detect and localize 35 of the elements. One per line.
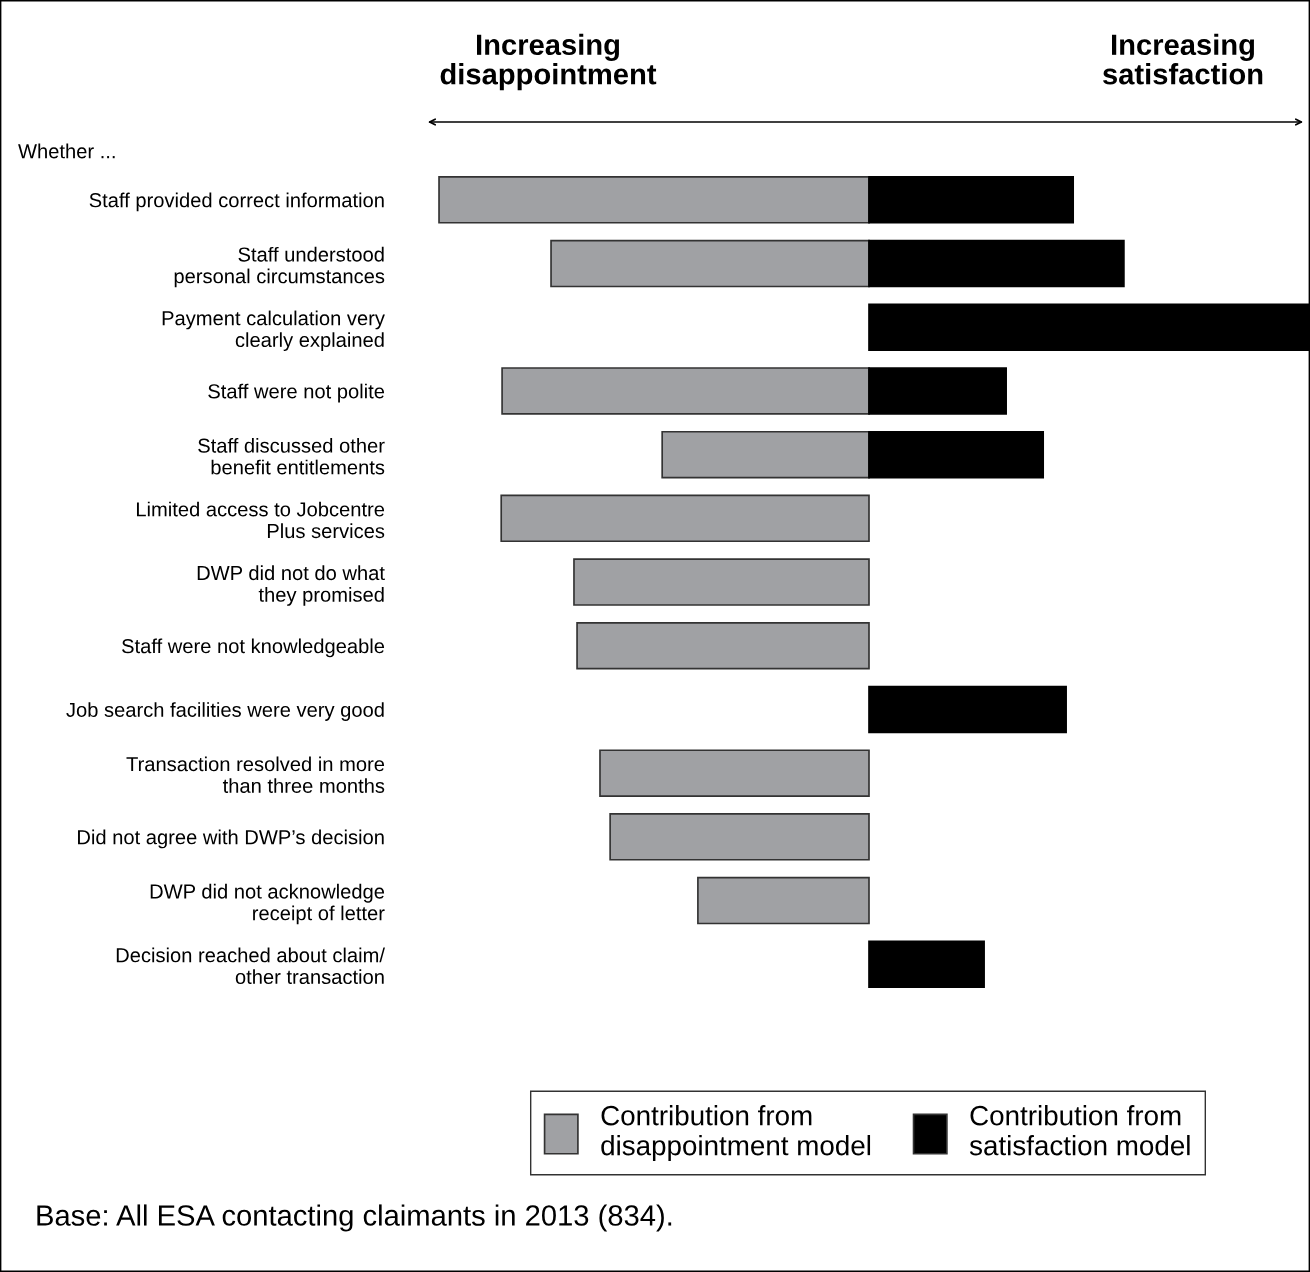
y-tick-label: Staff were not polite [208,383,385,403]
bar [599,749,870,797]
bar [868,367,1007,415]
text: Increasing disappointment [440,33,657,91]
y-tick-label: Staff were not knowledgeable [122,638,385,658]
bar [868,685,1067,734]
y-tick-label: DWP did not acknowledge receipt of letter [150,883,385,925]
text: Whether ... [18,143,115,159]
y-tick-label: DWP did not do what they promised [197,565,385,606]
bar [868,430,1045,479]
bar [661,430,870,479]
bar [550,239,870,288]
y-tick-label: Transaction resolved in more than three months [126,756,385,793]
y-tick-label: Payment calculation very clearly explained [162,310,385,352]
y-tick-label: Limited access to Jobcentre Plus services [136,501,385,539]
y-tick-label: Staff understood personal circumstances [174,246,385,288]
bar [576,621,870,670]
y-tick-label: Decision reached about claim/ other transaction [116,947,385,985]
y-tick-label: Did not agree with DWP’s decision [78,829,384,849]
y-tick-label: Staff discussed other benefit entitlements [198,437,385,475]
bar [697,876,870,925]
y-tick-label: Job search facilities were very good [66,702,384,721]
legend-label: Contribution from satisfaction model [969,1105,1190,1156]
bar [573,558,870,606]
text: Base: All ESA contacting claimants in 2013 (834). [37,1204,672,1232]
bar [500,494,870,543]
bar [868,176,1075,224]
bar [609,813,870,861]
bar [868,940,985,989]
bar [438,176,870,224]
legend-label: Contribution from disappointment model [601,1105,871,1161]
text: Increasing satisfaction [1102,33,1263,85]
y-tick-label: Staff provided correct information [89,192,384,212]
bar [868,239,1125,288]
bar [501,367,870,415]
